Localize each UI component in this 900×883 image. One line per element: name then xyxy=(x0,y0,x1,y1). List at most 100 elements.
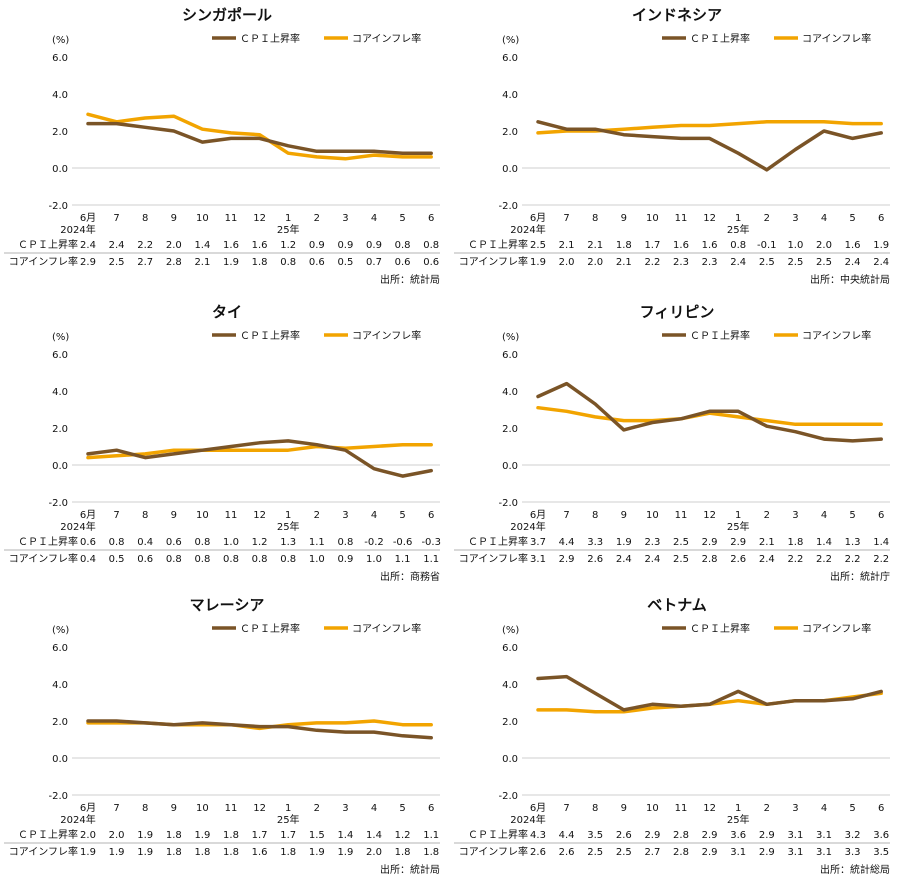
series-line-cpi xyxy=(536,674,883,712)
data-label-core: 0.6 xyxy=(137,554,153,565)
data-label-core: 2.6 xyxy=(587,554,603,565)
data-label-core: 1.8 xyxy=(395,847,411,858)
legend-cpi-label: ＣＰＩ上昇率 xyxy=(690,622,750,635)
data-label-cpi: 0.8 xyxy=(194,537,210,548)
x-tick-label: 5 xyxy=(399,803,405,814)
data-label-cpi: 0.6 xyxy=(80,537,96,548)
data-label-cpi: 1.9 xyxy=(616,537,632,548)
data-label-cpi: 2.0 xyxy=(816,240,832,251)
data-label-core: 0.5 xyxy=(337,257,353,268)
data-label-cpi: -0.3 xyxy=(421,537,441,548)
x-tick-label: 11 xyxy=(225,803,238,814)
data-label-cpi: 2.1 xyxy=(587,240,603,251)
y-tick-label: 6.0 xyxy=(502,53,518,64)
data-label-core: 1.1 xyxy=(395,554,411,565)
y-unit-label: (%) xyxy=(502,625,519,636)
source-note: 出所：統計局 xyxy=(380,273,440,286)
y-tick-label: -2.0 xyxy=(48,498,68,509)
row-label-core: コアインフレ率 xyxy=(459,845,528,858)
data-label-cpi: 1.1 xyxy=(309,537,325,548)
data-label-cpi: 1.3 xyxy=(845,537,861,548)
data-label-cpi: 2.5 xyxy=(530,240,546,251)
series-line-cpi xyxy=(86,121,433,155)
legend-cpi-label: ＣＰＩ上昇率 xyxy=(240,32,300,45)
series-line-cpi xyxy=(86,719,433,740)
chart-title: インドネシア xyxy=(632,6,722,24)
x-tick-label: 4 xyxy=(371,803,377,814)
x-tick-label: 12 xyxy=(253,213,266,224)
x-tick-label: 4 xyxy=(371,510,377,521)
data-label-cpi: -0.1 xyxy=(757,240,777,251)
y-unit-label: (%) xyxy=(52,332,69,343)
chart-title: マレーシア xyxy=(190,596,265,614)
data-label-cpi: 2.1 xyxy=(559,240,575,251)
series-line-core xyxy=(536,405,883,427)
x-tick-label: 6月 xyxy=(530,212,546,224)
data-label-cpi: 3.1 xyxy=(787,830,803,841)
x-tick-label: 11 xyxy=(225,510,238,521)
series-line-cpi xyxy=(86,439,433,478)
chart-title: タイ xyxy=(212,303,242,321)
legend-cpi-label: ＣＰＩ上昇率 xyxy=(690,329,750,342)
data-label-core: 1.8 xyxy=(252,257,268,268)
chart-svg: インドネシア(%) ＣＰＩ上昇率 コアインフレ率6.04.02.00.0-2.06月… xyxy=(454,6,890,286)
data-label-core: 3.1 xyxy=(730,847,746,858)
data-label-core: 2.4 xyxy=(616,554,632,565)
x-tick-label: 4 xyxy=(371,213,377,224)
y-tick-label: 6.0 xyxy=(52,350,68,361)
data-label-core: 3.3 xyxy=(845,847,861,858)
chart-panel-vietnam: ベトナム (%) ＣＰＩ上昇率 コアインフレ率 6.0 4.0 2.0 0.0 -2.0 6月 7 8… xyxy=(450,590,900,883)
data-label-core: 2.9 xyxy=(759,847,775,858)
y-tick-label: 0.0 xyxy=(52,754,68,765)
data-label-cpi: 2.9 xyxy=(730,537,746,548)
y-tick-label: 2.0 xyxy=(52,717,68,728)
data-label-cpi: 1.6 xyxy=(252,240,268,251)
data-label-cpi: 1.6 xyxy=(223,240,239,251)
source-note: 出所：統計庁 xyxy=(830,570,890,583)
data-label-core: 1.8 xyxy=(194,847,210,858)
data-label-core: 2.0 xyxy=(366,847,382,858)
data-label-cpi: 1.2 xyxy=(280,240,296,251)
year-label-2025: 25年 xyxy=(727,223,750,236)
legend-core-label: コアインフレ率 xyxy=(352,622,421,635)
data-label-core: 2.4 xyxy=(730,257,746,268)
chart-panel-malaysia: マレーシア (%) ＣＰＩ上昇率 コアインフレ率 6.0 4.0 2.0 0.0 -2.0 6月 7… xyxy=(0,590,450,883)
legend-core-label: コアインフレ率 xyxy=(802,622,871,635)
data-label-cpi: 3.1 xyxy=(816,830,832,841)
x-tick-label: 5 xyxy=(849,213,855,224)
row-label-core: コアインフレ率 xyxy=(459,552,528,565)
data-label-core: 2.8 xyxy=(166,257,182,268)
data-label-core: 0.7 xyxy=(366,257,382,268)
row-label-core: コアインフレ率 xyxy=(9,552,78,565)
x-tick-label: 8 xyxy=(142,510,148,521)
data-label-cpi: 4.3 xyxy=(530,830,546,841)
x-tick-label: 5 xyxy=(399,213,405,224)
legend: ＣＰＩ上昇率 コアインフレ率 xyxy=(212,329,421,342)
data-label-core: 0.8 xyxy=(194,554,210,565)
data-label-core: 2.9 xyxy=(559,554,575,565)
chart-title: ベトナム xyxy=(647,596,707,614)
y-tick-label: 2.0 xyxy=(502,127,518,138)
data-label-core: 0.8 xyxy=(223,554,239,565)
y-tick-label: 0.0 xyxy=(502,754,518,765)
source-note: 出所：中央統計局 xyxy=(810,273,890,286)
chart-panel-thailand: タイ (%) ＣＰＩ上昇率 コアインフレ率 6.0 4.0 2.0 0.0 -2.0 6月 7 8 9 1… xyxy=(0,297,450,590)
data-label-cpi: 0.4 xyxy=(137,537,153,548)
data-label-cpi: 3.2 xyxy=(845,830,861,841)
series-line-cpi xyxy=(536,381,883,443)
x-tick-label: 3 xyxy=(792,213,798,224)
data-label-cpi: 2.3 xyxy=(644,537,660,548)
y-tick-label: 0.0 xyxy=(52,461,68,472)
data-label-cpi: 2.1 xyxy=(759,537,775,548)
data-label-cpi: 3.7 xyxy=(530,537,546,548)
data-label-cpi: 2.4 xyxy=(80,240,96,251)
data-label-cpi: 0.6 xyxy=(166,537,182,548)
data-label-cpi: 3.6 xyxy=(730,830,746,841)
data-label-core: 3.1 xyxy=(787,847,803,858)
data-label-core: 1.9 xyxy=(337,847,353,858)
data-label-core: 2.9 xyxy=(80,257,96,268)
y-tick-label: 2.0 xyxy=(502,717,518,728)
data-label-core: 1.8 xyxy=(166,847,182,858)
data-label-core: 1.0 xyxy=(309,554,325,565)
y-unit-label: (%) xyxy=(502,35,519,46)
